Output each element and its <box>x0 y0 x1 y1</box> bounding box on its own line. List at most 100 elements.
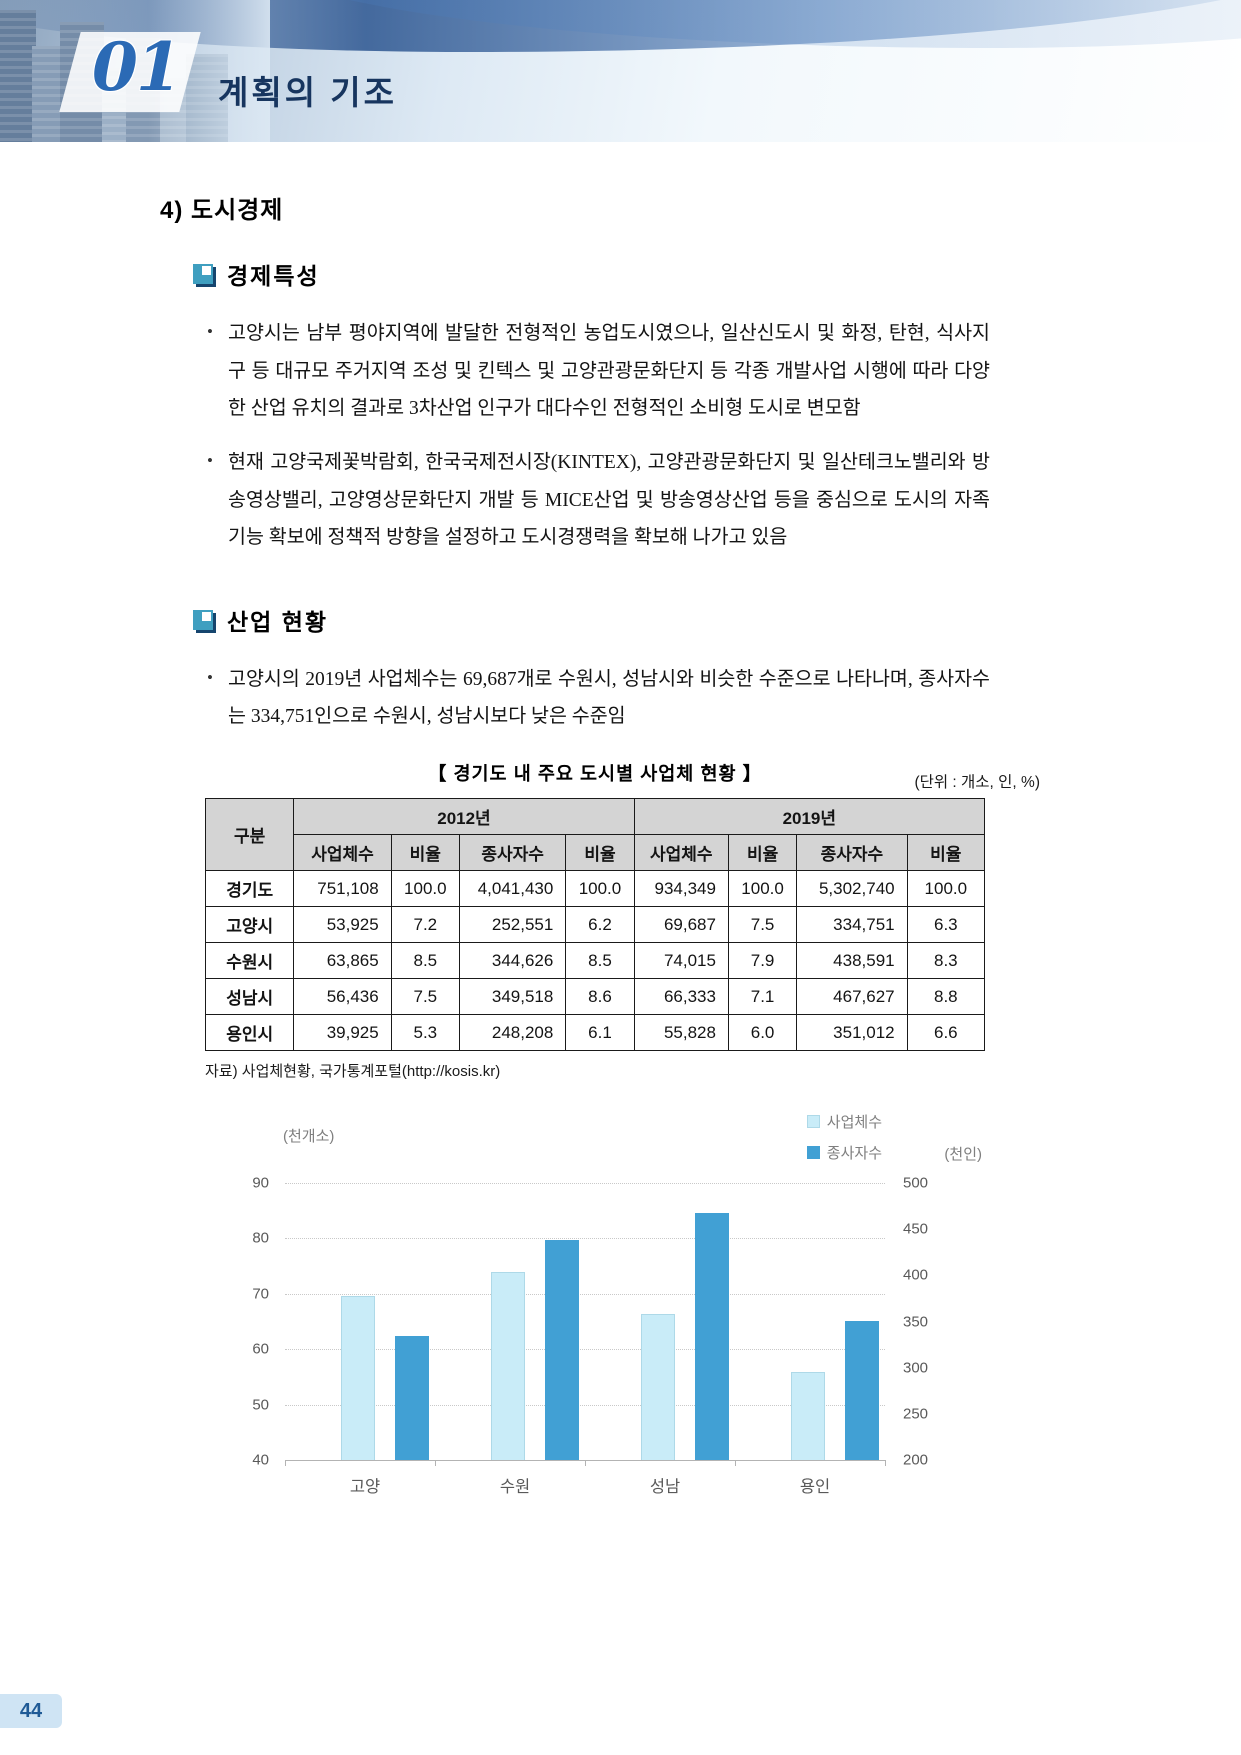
table-subheader-cell: 비율 <box>906 834 986 871</box>
left-axis-tick-label: 70 <box>252 1285 269 1303</box>
chart-bar-workers-yongin <box>845 1320 879 1460</box>
right-axis-tick-label: 200 <box>903 1451 929 1469</box>
table-cell: 438,591 <box>796 942 908 979</box>
table-caption-row: 【 경기도 내 주요 도시별 사업체 현황 】 (단위 : 개소, 인, %) <box>205 756 1040 791</box>
chart-bar-businesses-goyang <box>341 1295 375 1460</box>
table-cell: 751,108 <box>293 870 392 907</box>
table-subheader-cell: 종사자수 <box>796 834 908 871</box>
chart-category-labels: 고양 수원 성남 용인 <box>285 1473 885 1497</box>
table-cell: 351,012 <box>796 1014 908 1051</box>
table-cell: 467,627 <box>796 978 908 1015</box>
table-cell: 6.1 <box>565 1014 635 1051</box>
chart-bar-workers-suwon <box>545 1239 579 1460</box>
subsection-economic-characteristics: 경제특성 고양시는 남부 평야지역에 발달한 전형적인 농업도시였으나, 일산신… <box>160 257 990 557</box>
category-label-seongnam: 성남 <box>649 1478 681 1496</box>
x-axis-tick <box>585 1460 586 1466</box>
right-axis-tick-label: 250 <box>903 1405 929 1423</box>
table-cell: 4,041,430 <box>458 870 567 907</box>
legend-label: 종사자수 <box>826 1145 882 1162</box>
legend-swatch-icon <box>806 1146 820 1159</box>
table-cell: 100.0 <box>727 870 798 907</box>
table-unit-note: (단위 : 개소, 인, %) <box>914 774 1040 791</box>
category-label-suwon: 수원 <box>499 1478 531 1496</box>
table-row: 경기도 751,108 100.0 4,041,430 100.0 934,349 100.… <box>204 870 986 907</box>
left-axis-tick-label: 60 <box>252 1340 269 1358</box>
page-number-badge: 44 <box>0 1694 62 1728</box>
chapter-banner: 01 계획의 기조 <box>0 0 1241 142</box>
x-axis-tick <box>735 1460 736 1466</box>
banner-wave-decoration-2 <box>240 0 1241 48</box>
bullet-item: 고양시는 남부 평야지역에 발달한 전형적인 농업도시였으나, 일산신도시 및 … <box>205 315 990 428</box>
table-cell: 7.5 <box>727 906 798 943</box>
table-cell: 8.3 <box>906 942 986 979</box>
table-cell: 69,687 <box>633 906 729 943</box>
legend-swatch-icon <box>806 1115 820 1128</box>
table-cell: 100.0 <box>565 870 635 907</box>
table-cell: 63,865 <box>293 942 392 979</box>
chart-gridline <box>285 1238 885 1240</box>
table-row: 용인시 39,925 5.3 248,208 6.1 55,828 6.0 351,012 6.… <box>204 1014 986 1051</box>
category-label-yongin: 용인 <box>799 1478 831 1496</box>
table-row-label: 용인시 <box>204 1014 295 1051</box>
left-axis-unit-label: (천개소) <box>283 1128 335 1145</box>
chart-gridline <box>285 1404 885 1406</box>
table-cell: 6.0 <box>727 1014 798 1051</box>
chapter-number: 01 <box>92 28 182 106</box>
table-row: 고양시 53,925 7.2 252,551 6.2 69,687 7.5 334,751 6.… <box>204 906 986 943</box>
table-subheader-cell: 사업체수 <box>293 834 392 871</box>
table-cell: 8.8 <box>906 978 986 1015</box>
table-cell: 5,302,740 <box>796 870 908 907</box>
table-title: 【 경기도 내 주요 도시별 사업체 현황 】 <box>427 763 763 784</box>
page-content: 4) 도시경제 경제특성 고양시는 남부 평야지역에 발달한 전형적인 농업도시… <box>0 142 1241 1541</box>
table-cell: 349,518 <box>458 978 567 1015</box>
table-cell: 6.2 <box>565 906 635 943</box>
subsection-title: 경제특성 <box>227 263 320 289</box>
chart-bar-businesses-suwon <box>491 1271 525 1460</box>
chart-plot-area: 90 80 70 60 50 40 500 450 400 350 300 250 200 <box>252 1175 928 1469</box>
right-axis-tick-label: 500 <box>903 1174 929 1192</box>
table-corner-header: 구분 <box>204 798 295 871</box>
section-title: 4) 도시경제 <box>160 197 284 224</box>
table-row: 성남시 56,436 7.5 349,518 8.6 66,333 7.1 467,627 8.… <box>204 978 986 1015</box>
table-subheader-cell: 비율 <box>565 834 635 871</box>
chart-bar-workers-seongnam <box>695 1212 729 1460</box>
table-subheader-cell: 사업체수 <box>633 834 729 871</box>
table-subheader-cell: 비율 <box>390 834 460 871</box>
left-axis-tick-label: 50 <box>252 1396 269 1414</box>
table-row: 수원시 63,865 8.5 344,626 8.5 74,015 7.9 438,591 8.… <box>204 942 986 979</box>
document-page: 01 계획의 기조 4) 도시경제 경제특성 고양시는 남부 평야지역에 발달한… <box>0 0 1241 1541</box>
section-square-icon <box>193 609 213 630</box>
table-subheader-row: 사업체수 비율 종사자수 비율 사업체수 비율 종사자수 비율 <box>206 834 986 871</box>
chart-bar-businesses-seongnam <box>641 1314 675 1460</box>
chapter-title: 계획의 기조 <box>218 74 397 111</box>
subsection-title: 산업 현황 <box>227 608 329 635</box>
left-axis-tick-label: 80 <box>252 1229 269 1247</box>
x-axis-tick <box>435 1460 436 1466</box>
chart-gridline <box>285 1183 885 1184</box>
table-subheader-cell: 비율 <box>727 834 798 871</box>
table-row-label: 경기도 <box>204 870 295 907</box>
subsection-industry-status: 산업 현황 고양시의 2019년 사업체수는 69,687개로 수원시, 성남시… <box>160 603 990 736</box>
chart-gridline <box>285 1349 885 1351</box>
table-cell: 344,626 <box>458 942 567 979</box>
building-silhouette <box>0 10 36 142</box>
bullet-item: 고양시의 2019년 사업체수는 69,687개로 수원시, 성남시와 비슷한 … <box>205 661 990 736</box>
x-axis-tick <box>285 1460 286 1466</box>
table-year-group-2019: 2019년 <box>633 798 986 835</box>
right-axis-unit-label: (천인) <box>944 1146 982 1163</box>
table-subheader-cell: 종사자수 <box>458 834 567 871</box>
table-cell: 6.6 <box>906 1014 986 1051</box>
bullet-list: 고양시의 2019년 사업체수는 69,687개로 수원시, 성남시와 비슷한 … <box>205 661 990 736</box>
table-cell: 252,551 <box>458 906 567 943</box>
table-cell: 248,208 <box>458 1014 567 1051</box>
table-cell: 66,333 <box>633 978 729 1015</box>
legend-item-workers: 종사자수 <box>806 1142 882 1163</box>
left-axis-tick-label: 90 <box>252 1174 269 1192</box>
table-cell: 934,349 <box>633 870 729 907</box>
business-statistics-table: 구분 2012년 2019년 사업체수 비율 종사자수 비율 사업체수 비율 종사자수 비율 … <box>204 798 986 1051</box>
subsection-header: 경제특성 <box>193 257 990 291</box>
left-axis-tick-label: 40 <box>252 1451 269 1469</box>
table-row-label: 고양시 <box>204 906 295 943</box>
table-cell: 8.5 <box>565 942 635 979</box>
table-row-label: 수원시 <box>204 942 295 979</box>
